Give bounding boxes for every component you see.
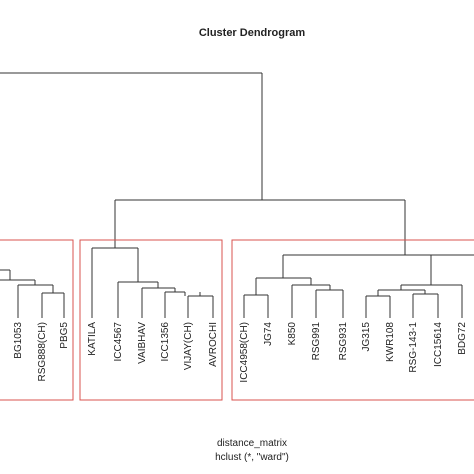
leaf-label: ICC1356	[160, 322, 171, 362]
leaf-label: BG1053	[13, 322, 24, 359]
leaf-label: RSG991	[311, 322, 322, 361]
leaf-label: VAIBHAV	[137, 322, 148, 364]
x-label: distance_matrix	[217, 438, 287, 449]
leaf-label: KATILA	[87, 322, 98, 356]
leaf-label: RSG931	[338, 322, 349, 361]
leaf-label: RSG888(CH)	[37, 322, 48, 381]
leaf-label: ICC4958(CH)	[239, 322, 250, 383]
cluster-box	[231, 239, 474, 401]
cluster-box	[79, 239, 223, 401]
cluster-box	[0, 239, 74, 401]
title: Cluster Dendrogram	[199, 27, 306, 39]
leaf-label: BDG72	[457, 322, 468, 355]
leaf-label: K850	[287, 322, 298, 346]
leaf-label: JG315	[361, 322, 372, 352]
sub-label: hclust (*, "ward")	[215, 452, 289, 463]
tree	[0, 72, 474, 297]
leaf-label: ICC4567	[113, 322, 124, 362]
leaf-label: VIJAY(CH)	[183, 322, 194, 370]
leaf-label: AVROCHI	[208, 322, 219, 367]
leaf-label: KWR108	[385, 322, 396, 362]
leaf-label: PBG5	[59, 322, 70, 349]
leaf-label: ICC15614	[433, 322, 444, 367]
leaf-label: JG74	[263, 322, 274, 346]
leaf-label: RSG-143-1	[408, 322, 419, 373]
